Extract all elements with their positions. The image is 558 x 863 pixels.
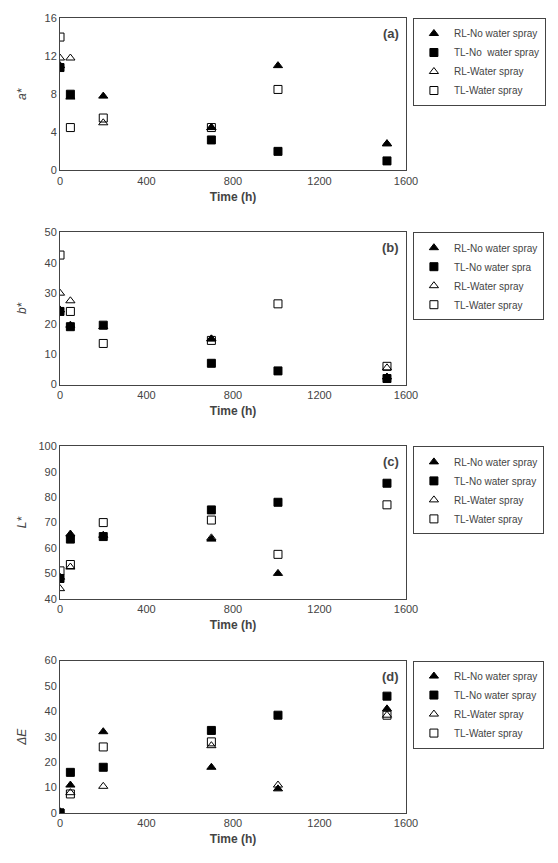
svg-text:400: 400 xyxy=(137,389,155,401)
svg-text:0: 0 xyxy=(51,378,57,390)
svg-text:60: 60 xyxy=(45,654,57,666)
svg-text:400: 400 xyxy=(137,603,155,615)
svg-text:50: 50 xyxy=(45,226,57,238)
svg-text:1600: 1600 xyxy=(394,603,418,615)
svg-text:Time (h): Time (h) xyxy=(210,190,256,204)
svg-text:b*: b* xyxy=(15,302,29,314)
svg-text:1600: 1600 xyxy=(394,817,418,829)
svg-text:50: 50 xyxy=(45,567,57,579)
svg-text:8: 8 xyxy=(51,88,57,100)
svg-text:0: 0 xyxy=(57,603,63,615)
svg-text:0: 0 xyxy=(51,164,57,176)
svg-text:40: 40 xyxy=(45,593,57,605)
svg-text:1200: 1200 xyxy=(307,175,331,187)
svg-text:(a): (a) xyxy=(383,26,399,41)
svg-text:TL-No water spray: TL-No water spray xyxy=(454,47,539,58)
svg-text:Time (h): Time (h) xyxy=(210,404,256,418)
svg-text:RL-No water spray: RL-No water spray xyxy=(454,671,537,682)
svg-text:20: 20 xyxy=(45,317,57,329)
svg-text:RL-Water spray: RL-Water spray xyxy=(454,495,524,506)
svg-text:1600: 1600 xyxy=(394,389,418,401)
svg-text:60: 60 xyxy=(45,542,57,554)
svg-text:TL-Water spray: TL-Water spray xyxy=(454,85,523,96)
svg-text:a*: a* xyxy=(15,88,29,100)
svg-text:800: 800 xyxy=(224,603,242,615)
svg-text:100: 100 xyxy=(38,440,56,452)
svg-text:RL-Water spray: RL-Water spray xyxy=(454,281,524,292)
svg-text:1600: 1600 xyxy=(394,175,418,187)
svg-text:TL-No water spray: TL-No water spray xyxy=(454,690,536,701)
svg-text:L*: L* xyxy=(15,517,29,529)
svg-text:RL-No water spray: RL-No water spray xyxy=(454,243,537,254)
svg-text:12: 12 xyxy=(45,50,57,62)
svg-text:1200: 1200 xyxy=(307,817,331,829)
svg-text:0: 0 xyxy=(57,175,63,187)
svg-text:10: 10 xyxy=(45,348,57,360)
svg-text:40: 40 xyxy=(45,705,57,717)
svg-text:(d): (d) xyxy=(382,669,399,684)
svg-text:RL-No water spray: RL-No water spray xyxy=(454,28,537,39)
svg-text:400: 400 xyxy=(137,175,155,187)
svg-text:(c): (c) xyxy=(383,454,399,469)
svg-text:0: 0 xyxy=(51,807,57,819)
svg-text:0: 0 xyxy=(57,817,63,829)
svg-text:RL-No water spray: RL-No water spray xyxy=(454,457,537,468)
svg-text:20: 20 xyxy=(45,756,57,768)
svg-text:TL-Water spray: TL-Water spray xyxy=(454,300,523,311)
svg-text:30: 30 xyxy=(45,287,57,299)
svg-text:RL-Water spray: RL-Water spray xyxy=(454,66,524,77)
svg-text:10: 10 xyxy=(45,781,57,793)
svg-text:90: 90 xyxy=(45,466,57,478)
svg-text:50: 50 xyxy=(45,680,57,692)
svg-text:1200: 1200 xyxy=(307,603,331,615)
svg-text:TL-Water spray: TL-Water spray xyxy=(454,728,523,739)
svg-text:800: 800 xyxy=(224,389,242,401)
svg-text:40: 40 xyxy=(45,257,57,269)
svg-text:0: 0 xyxy=(57,389,63,401)
svg-text:RL-Water spray: RL-Water spray xyxy=(454,709,524,720)
svg-text:1200: 1200 xyxy=(307,389,331,401)
svg-text:(b): (b) xyxy=(382,240,399,255)
svg-text:800: 800 xyxy=(224,175,242,187)
svg-text:70: 70 xyxy=(45,516,57,528)
svg-text:800: 800 xyxy=(224,817,242,829)
svg-text:4: 4 xyxy=(51,126,57,138)
svg-text:TL-No water spray: TL-No water spray xyxy=(454,476,536,487)
svg-text:80: 80 xyxy=(45,491,57,503)
svg-text:16: 16 xyxy=(45,12,57,24)
svg-text:Time (h): Time (h) xyxy=(210,618,256,632)
svg-text:TL-No water spra: TL-No water spra xyxy=(454,262,532,273)
svg-text:ΔE: ΔE xyxy=(15,728,29,746)
svg-text:30: 30 xyxy=(45,731,57,743)
svg-text:Time (h): Time (h) xyxy=(210,832,256,846)
svg-text:TL-Water spray: TL-Water spray xyxy=(454,514,523,525)
svg-text:400: 400 xyxy=(137,817,155,829)
